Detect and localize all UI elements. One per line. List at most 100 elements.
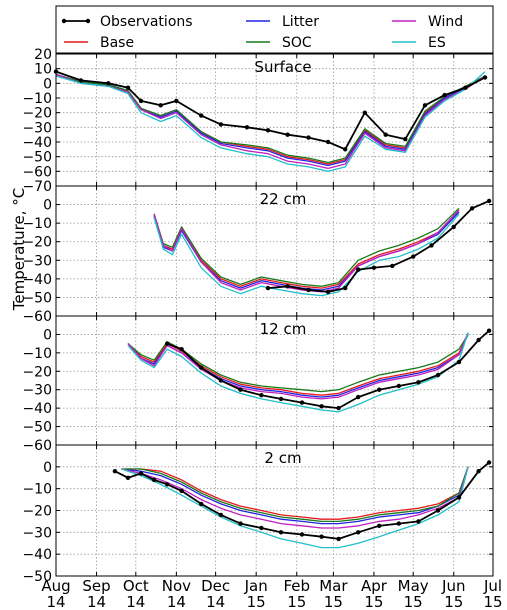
panel-4: 0 −10 −20 −30 −40 −50 2 cm [22, 444, 494, 585]
y-tick-label: −10 [22, 216, 52, 232]
observation-point [138, 471, 144, 476]
observation-point [319, 534, 324, 539]
observation-point [165, 341, 170, 346]
panel-2: 0 −10 −20 −30 −40 −50 −60 22 cm [22, 185, 494, 325]
observation-point [343, 147, 348, 152]
panel-label: Surface [254, 58, 311, 76]
observation-point [306, 287, 311, 293]
x-tick-month: Jan [244, 577, 268, 595]
observation-point [482, 75, 488, 80]
x-tick-month: Aug [41, 577, 70, 595]
x-tick-month: Sep [82, 577, 110, 595]
series-line-soc [153, 207, 460, 287]
observation-point [199, 501, 204, 507]
panel-label: 22 cm [260, 190, 307, 208]
y-tick-label: −30 [22, 525, 52, 541]
observation-point [429, 243, 434, 248]
observation-point [259, 393, 264, 398]
observation-point [435, 508, 441, 513]
legend-label-es: ES [428, 35, 446, 51]
x-tick-year: 14 [167, 593, 186, 610]
observation-point [265, 285, 271, 291]
observation-point [218, 122, 224, 127]
x-tick-year: 15 [287, 593, 306, 610]
series-line-wind [127, 332, 469, 400]
observation-point [416, 519, 421, 524]
y-tick-label: −20 [22, 235, 52, 251]
x-tick-year: 14 [206, 593, 225, 610]
observation-point [151, 477, 157, 483]
series-line-soc [127, 334, 469, 393]
observation-point [435, 372, 441, 378]
x-tick-month: Nov [162, 577, 191, 595]
x-tick-month: Apr [361, 577, 388, 595]
x-tick-month: Mar [319, 577, 348, 595]
x-tick-year: 14 [87, 593, 106, 610]
series-line-es [153, 213, 460, 297]
observation-point [396, 521, 401, 526]
x-tick-year: 15 [247, 593, 266, 610]
y-tick-label: −20 [22, 106, 52, 122]
observation-point [259, 525, 264, 531]
legend: Observations Base Litter SOC Wind ES [55, 5, 494, 54]
y-tick-label: 0 [43, 76, 52, 92]
series-line-wind [55, 73, 486, 170]
panel-label: 2 cm [264, 449, 301, 467]
observation-point [456, 359, 462, 365]
observation-point [356, 394, 361, 400]
observation-point [377, 387, 382, 392]
observation-point [343, 285, 348, 291]
x-tick-year: 15 [444, 593, 463, 610]
series-line-litter [121, 466, 469, 525]
y-tick-label: −30 [22, 383, 52, 399]
chart-panels: 20100−10−20−30−40−50−60−70Surface0−10−20… [22, 47, 494, 585]
series-line-soc [55, 73, 486, 164]
x-tick-month: May [398, 577, 429, 595]
observation-point [356, 530, 361, 535]
series-line-observations [166, 330, 490, 410]
observation-point [456, 495, 462, 500]
observation-point [469, 206, 475, 211]
y-tick-label: −60 [22, 309, 52, 325]
x-tick-year: 15 [483, 593, 502, 610]
observation-point [442, 92, 447, 98]
observation-point [396, 383, 401, 389]
y-tick-label: −50 [22, 569, 52, 585]
observation-point [78, 78, 84, 83]
y-tick-label: −40 [22, 401, 52, 417]
observation-point [486, 328, 492, 333]
x-tick-month: Oct [123, 577, 149, 595]
observation-point [463, 85, 468, 90]
observation-point [476, 337, 481, 343]
observation-point [106, 81, 111, 86]
observation-point [356, 267, 361, 272]
observation-point [299, 400, 305, 405]
series-line-base [121, 466, 469, 520]
y-tick-label: −50 [22, 420, 52, 436]
observation-point [218, 512, 224, 518]
observation-point [299, 532, 305, 537]
y-tick-label: −10 [22, 346, 52, 362]
observation-point [416, 380, 421, 385]
y-tick-label: −20 [22, 364, 52, 380]
observation-point [265, 128, 271, 133]
legend-label-base: Base [100, 35, 134, 51]
y-tick-label: 0 [43, 327, 52, 343]
y-tick-label: −70 [22, 179, 52, 195]
legend-label-litter: Litter [282, 14, 319, 30]
observation-point [112, 469, 118, 474]
legend-label-wind: Wind [428, 14, 463, 30]
observation-point [390, 263, 395, 269]
observation-point [138, 98, 144, 104]
observation-point [199, 365, 204, 370]
legend-label-soc: SOC [282, 35, 312, 51]
observation-point [174, 98, 179, 104]
observation-point [486, 198, 492, 204]
series-line-wind [153, 209, 460, 293]
panel-label: 12 cm [260, 320, 307, 338]
y-tick-label: −50 [22, 150, 52, 166]
y-tick-label: −40 [22, 135, 52, 151]
y-tick-label: −30 [22, 253, 52, 269]
series-line-soc [121, 466, 469, 523]
